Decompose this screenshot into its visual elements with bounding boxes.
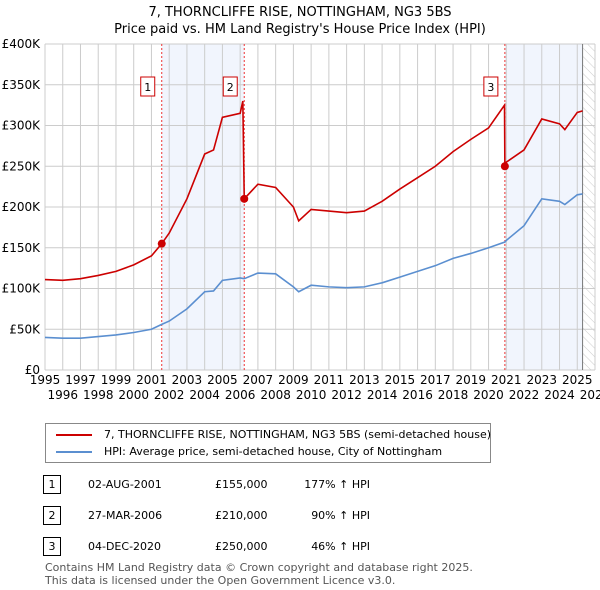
- sale-hpi-change: 177% ↑ HPI: [304, 478, 370, 491]
- x-tick-label: 2013: [349, 373, 380, 387]
- sale-label: 1: [144, 81, 151, 94]
- x-tick-label: 2017: [420, 373, 451, 387]
- y-tick-label: £150K: [2, 241, 42, 255]
- x-tick-label: 2019: [456, 373, 487, 387]
- x-tick-label: 2015: [385, 373, 416, 387]
- sale-point: [157, 239, 166, 248]
- y-tick-label: £400K: [2, 37, 42, 51]
- y-tick-label: £300K: [2, 119, 42, 133]
- x-tick-label: 2004: [189, 388, 220, 402]
- x-tick-label: 1997: [65, 373, 96, 387]
- y-tick-label: £0: [25, 363, 40, 377]
- y-tick-label: £200K: [2, 200, 42, 214]
- x-tick-label: 2002: [154, 388, 185, 402]
- x-tick-label: 2009: [278, 373, 309, 387]
- sale-date: 27-MAR-2006: [88, 509, 163, 522]
- x-tick-label: 2011: [314, 373, 345, 387]
- x-tick-label: 2010: [296, 388, 327, 402]
- legend-swatch-red: [56, 433, 92, 436]
- x-tick-label: 2016: [402, 388, 433, 402]
- chart-title: 7, THORNCLIFFE RISE, NOTTINGHAM, NG3 5BS…: [0, 4, 600, 38]
- legend: 7, THORNCLIFFE RISE, NOTTINGHAM, NG3 5BS…: [45, 423, 491, 463]
- sale-price: £155,000: [215, 478, 268, 491]
- title-line-2: Price paid vs. HM Land Registry's House …: [114, 22, 486, 37]
- footer: Contains HM Land Registry data © Crown c…: [45, 561, 473, 587]
- legend-swatch-blue: [56, 450, 92, 453]
- sale-hpi-change: 46% ↑ HPI: [311, 540, 370, 553]
- sale-price: £250,000: [215, 540, 268, 553]
- sale-label-box: [483, 76, 499, 97]
- x-tick-label: 1998: [83, 388, 114, 402]
- y-tick-label: £100K: [2, 282, 42, 296]
- sale-label-box: [140, 76, 156, 97]
- x-tick-label: 2007: [243, 373, 274, 387]
- x-tick-label: 1995: [30, 373, 61, 387]
- footer-line: Contains HM Land Registry data © Crown c…: [45, 561, 473, 574]
- footer-line: This data is licensed under the Open Gov…: [45, 574, 396, 587]
- legend-item-hpi: HPI: Average price, semi-detached house,…: [56, 445, 442, 458]
- price-chart: 1995199619971998199920002001200220032004…: [2, 37, 600, 402]
- sale-label: 2: [227, 81, 234, 94]
- sale-hpi-change: 90% ↑ HPI: [311, 509, 370, 522]
- x-tick-label: 2024: [544, 388, 575, 402]
- sale-row: 3 04-DEC-2020 £250,000 46% ↑ HPI: [0, 537, 600, 557]
- sale-point: [500, 162, 509, 171]
- sale-number: 1: [43, 475, 61, 494]
- y-tick-label: £350K: [2, 78, 42, 92]
- x-tick-label: 2021: [491, 373, 522, 387]
- x-tick-label: 1996: [47, 388, 78, 402]
- sale-label-box: [222, 76, 238, 97]
- legend-label: 7, THORNCLIFFE RISE, NOTTINGHAM, NG3 5BS…: [104, 428, 492, 441]
- x-tick-label: 2025: [562, 373, 593, 387]
- x-tick-label: 2006: [225, 388, 256, 402]
- series-line: [44, 193, 583, 340]
- x-tick-label: 2005: [207, 373, 238, 387]
- x-tick-label: 1999: [101, 373, 132, 387]
- x-tick-label: 2012: [331, 388, 362, 402]
- x-tick-label: 2014: [367, 388, 398, 402]
- sale-row: 1 02-AUG-2001 £155,000 177% ↑ HPI: [0, 475, 600, 495]
- x-tick-label: 2026: [580, 388, 600, 402]
- x-tick-label: 2020: [473, 388, 504, 402]
- x-tick-label: 2022: [509, 388, 540, 402]
- title-line-1: 7, THORNCLIFFE RISE, NOTTINGHAM, NG3 5BS: [148, 5, 452, 20]
- x-tick-label: 2023: [527, 373, 558, 387]
- x-tick-label: 2018: [438, 388, 469, 402]
- sale-price: £210,000: [215, 509, 268, 522]
- sale-date: 04-DEC-2020: [88, 540, 162, 553]
- y-tick-label: £250K: [2, 159, 42, 173]
- x-tick-label: 2000: [118, 388, 149, 402]
- series-line: [44, 100, 583, 282]
- sale-label: 3: [487, 81, 494, 94]
- x-tick-label: 2003: [172, 373, 203, 387]
- y-tick-label: £50K: [9, 322, 41, 336]
- legend-item-property: 7, THORNCLIFFE RISE, NOTTINGHAM, NG3 5BS…: [56, 428, 491, 441]
- sale-number: 3: [43, 537, 61, 556]
- x-tick-label: 2008: [260, 388, 291, 402]
- sale-number: 2: [43, 506, 61, 525]
- sale-date: 02-AUG-2001: [88, 478, 162, 491]
- sale-point: [240, 194, 249, 203]
- legend-label: HPI: Average price, semi-detached house,…: [104, 445, 443, 458]
- x-tick-label: 2001: [136, 373, 167, 387]
- sale-row: 2 27-MAR-2006 £210,000 90% ↑ HPI: [0, 506, 600, 526]
